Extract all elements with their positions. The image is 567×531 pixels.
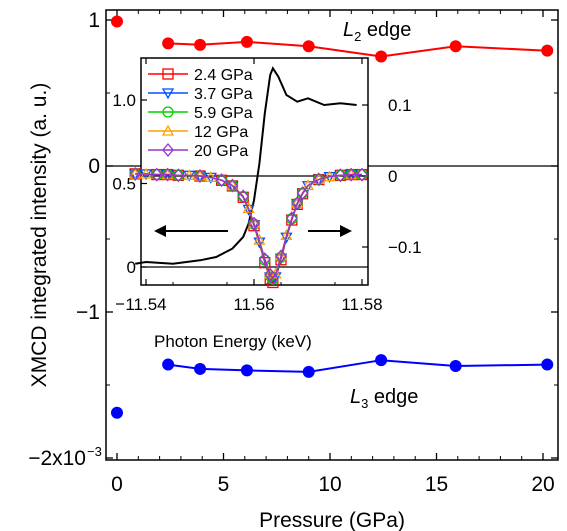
inset-y-right-tick-label: 0.1 — [388, 96, 412, 115]
x-axis-title: Pressure (GPa) — [259, 509, 405, 531]
xmcd-marker — [280, 229, 293, 241]
xmcd-marker — [172, 168, 185, 183]
xmcd-marker — [150, 167, 163, 182]
series-label-2: L3 edge — [350, 386, 418, 411]
legend-marker — [162, 142, 174, 158]
data-point — [375, 50, 388, 63]
legend-label: 12 GPa — [194, 124, 248, 141]
xmcd-marker — [275, 249, 287, 264]
data-point — [194, 362, 207, 375]
legend-marker — [162, 68, 174, 80]
data-point — [240, 364, 253, 377]
y-axis-title: XMCD integrated intensity (a. u.) — [28, 83, 51, 388]
legend-marker — [162, 106, 174, 118]
inset-y-left-tick-label: 0 — [127, 258, 136, 277]
xmcd-marker — [296, 186, 309, 201]
data-point — [541, 44, 554, 57]
data-point — [449, 360, 462, 373]
xmcd-marker — [258, 252, 271, 267]
xmcd-marker — [161, 167, 174, 182]
legend-marker — [161, 124, 175, 136]
xmcd-marker — [247, 216, 261, 228]
x-tick-label: 0 — [111, 473, 123, 496]
arrow-right-head — [340, 225, 352, 237]
inset-y-right-tick-label: −0.1 — [388, 238, 422, 257]
xmcd-marker — [291, 196, 304, 211]
x-tick-label: 20 — [531, 473, 554, 496]
xmcd-marker — [194, 168, 206, 184]
y-tick-label: 0 — [88, 155, 100, 178]
x-tick-label: 5 — [218, 473, 230, 496]
xmcd-marker — [267, 271, 279, 286]
y-tick-label: −1 — [76, 301, 100, 324]
xmcd-marker — [312, 172, 325, 187]
xmcd-marker — [242, 204, 255, 216]
xmcd-marker — [226, 178, 239, 193]
xmcd-marker — [301, 179, 315, 191]
inset-x-tick-label: 11.54 — [125, 295, 166, 314]
y-tick-label: −2x10 — [28, 447, 86, 470]
xmcd-marker — [253, 233, 266, 245]
xmcd-marker — [345, 167, 358, 182]
data-point — [162, 37, 175, 50]
arrow-left-head — [154, 225, 166, 237]
legend-label: 20 GPa — [194, 143, 248, 160]
inset-y-right-tick-label: 0 — [388, 167, 397, 186]
data-point — [449, 40, 462, 53]
legend-label: 5.9 GPa — [194, 105, 253, 122]
data-point — [302, 40, 315, 53]
xmcd-marker — [334, 168, 347, 183]
y-tick-exponent: −3 — [87, 444, 102, 459]
xmcd-marker — [248, 216, 260, 231]
plot-frame — [105, 9, 559, 461]
xmcd-marker — [237, 189, 250, 204]
xmcd-marker — [129, 166, 142, 181]
xmcd-marker — [291, 199, 304, 211]
series-line-2 — [167, 359, 548, 373]
data-point — [240, 35, 253, 48]
legend-label: 3.7 GPa — [194, 86, 253, 103]
xmcd-marker — [291, 196, 304, 208]
legend-marker — [161, 88, 175, 100]
inset-x-tick-label: 11.58 — [341, 295, 382, 314]
data-point — [375, 354, 388, 367]
inset-y-left-tick-label: 1.0 — [112, 91, 136, 110]
x-tick-label: 10 — [318, 473, 341, 496]
xmcd-marker — [285, 211, 298, 226]
xmcd-marker — [274, 249, 288, 261]
data-point — [194, 38, 207, 51]
data-point — [111, 15, 123, 28]
xmcd-marker — [247, 220, 261, 232]
legend-label: 2.4 GPa — [194, 67, 253, 84]
xanes-curve — [135, 66, 357, 265]
data-point — [111, 406, 123, 419]
inset-x-axis-title: Photon Energy (keV) — [154, 332, 312, 351]
data-point — [541, 358, 554, 371]
data-point — [302, 365, 315, 378]
y-tick-label: 1 — [88, 9, 100, 32]
x-tick-label: 15 — [425, 473, 448, 496]
series-line-1 — [168, 40, 548, 58]
xmcd-marker — [242, 202, 255, 214]
xmcd-marker — [215, 173, 228, 188]
series-label-1: L2 edge — [343, 19, 411, 44]
xmcd-curve-5 — [135, 173, 362, 280]
xmcd-marker — [356, 167, 368, 182]
inset-x-tick-label: 11.56 — [233, 295, 274, 314]
data-point — [162, 358, 175, 371]
